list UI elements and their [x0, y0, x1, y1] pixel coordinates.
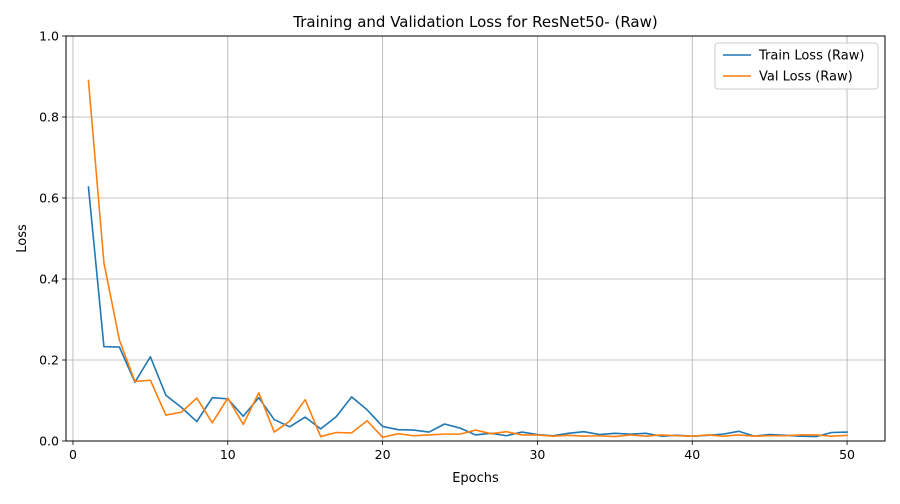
legend: Train Loss (Raw) Val Loss (Raw)	[714, 42, 879, 90]
y-axis-label: Loss	[15, 224, 30, 253]
x-tick-label: 30	[529, 447, 545, 462]
x-tick-label: 50	[839, 447, 855, 462]
x-tick-label: 10	[220, 447, 236, 462]
y-tick-label: 0.4	[39, 272, 59, 287]
y-tick-label: 0.6	[39, 191, 59, 206]
y-tick-label: 0.0	[39, 434, 59, 449]
grid-lines	[66, 35, 885, 442]
series-lines	[87, 79, 848, 439]
x-tick-label: 20	[375, 447, 391, 462]
legend-frame	[714, 42, 879, 90]
train-loss-line	[87, 186, 848, 438]
legend-label-train-loss: Train Loss (Raw)	[758, 49, 864, 64]
y-tick-label: 0.8	[39, 110, 59, 125]
y-tick-label: 1.0	[39, 29, 59, 44]
axis-ticks: 0 10 20 30 40 50 0.0 0.2 0.4 0.6 0.8 1.0	[39, 29, 855, 463]
chart-title: Training and Validation Loss for ResNet5…	[292, 13, 658, 31]
x-tick-label: 0	[69, 447, 77, 462]
legend-label-val-loss: Val Loss (Raw)	[759, 70, 853, 85]
x-tick-label: 40	[684, 447, 700, 462]
plot-frame	[65, 35, 886, 442]
y-tick-label: 0.2	[39, 353, 59, 368]
val-loss-line	[87, 79, 848, 439]
x-axis-label: Epochs	[452, 471, 499, 486]
